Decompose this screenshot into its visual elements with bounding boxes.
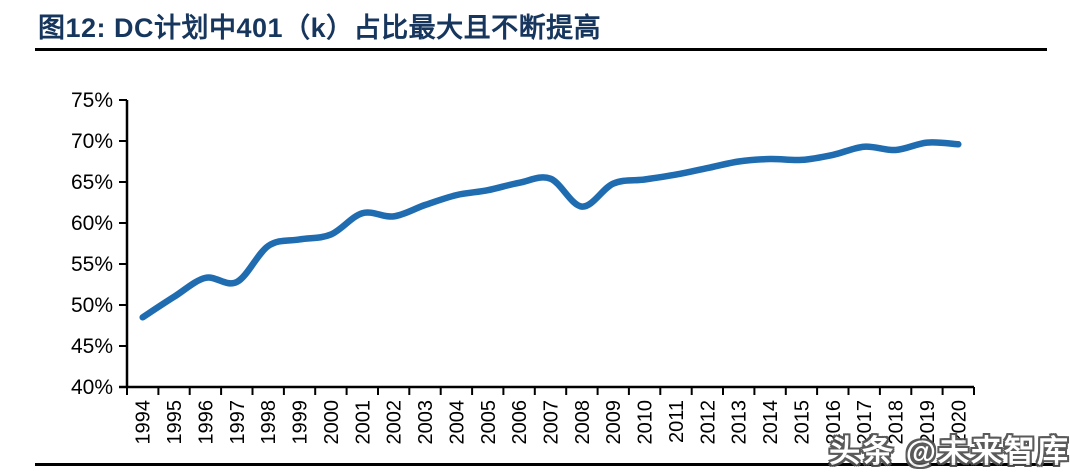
line-chart: 40% 45% 50% 55% 60% 65% 70% 75% 1994 1995 1996 1997… (71, 89, 975, 445)
x-axis-label: 2008 (572, 400, 594, 445)
x-axis-label: 2010 (635, 400, 657, 445)
y-axis-label: 45% (71, 335, 113, 358)
data-line (139, 139, 962, 321)
x-axis-label: 1997 (227, 400, 249, 445)
bottom-rule-divider (35, 463, 1060, 466)
x-axis-label: 2004 (446, 400, 468, 445)
x-axis-label: 2017 (854, 400, 876, 445)
x-axis-label: 1999 (290, 400, 312, 445)
x-axis-label: 2007 (541, 400, 563, 445)
x-axis-label: 2015 (792, 400, 814, 445)
header-rule-divider (35, 48, 1047, 51)
y-axis-label: 50% (71, 294, 113, 317)
x-axis-label: 2016 (823, 400, 845, 445)
y-axis-label: 55% (71, 253, 113, 276)
x-axis-label: 1994 (133, 400, 155, 445)
watermark: 头条 @未来智库 (829, 434, 1070, 469)
x-axis-label: 2001 (352, 400, 374, 445)
x-axis-label: 1996 (195, 400, 217, 445)
figure-title: 图12: DC计划中401（k）占比最大且不断提高 (38, 13, 602, 43)
y-axis-label: 65% (71, 171, 113, 194)
x-axis-label: 1995 (164, 400, 186, 445)
y-axis-label: 60% (71, 212, 113, 235)
y-axis-label: 75% (71, 89, 113, 112)
x-axis-label: 2005 (478, 400, 500, 445)
y-axis-label: 40% (71, 376, 113, 399)
x-axis-label: 2002 (384, 400, 406, 445)
x-axis-label: 2020 (948, 400, 970, 445)
x-axis-label: 2003 (415, 400, 437, 445)
y-axis-label: 70% (71, 130, 113, 153)
x-axis-label: 2019 (917, 400, 939, 445)
x-axis-label: 2009 (603, 400, 625, 445)
x-axis-label: 2011 (666, 400, 688, 443)
x-axis-label: 2014 (760, 400, 782, 445)
x-axis-label: 2000 (321, 400, 343, 445)
x-axis-label: 1998 (258, 400, 280, 445)
x-axis-label: 2012 (697, 400, 719, 445)
x-axis-label: 2006 (509, 400, 531, 445)
x-axis-label: 2018 (886, 400, 908, 445)
x-axis-label: 2013 (729, 400, 751, 445)
